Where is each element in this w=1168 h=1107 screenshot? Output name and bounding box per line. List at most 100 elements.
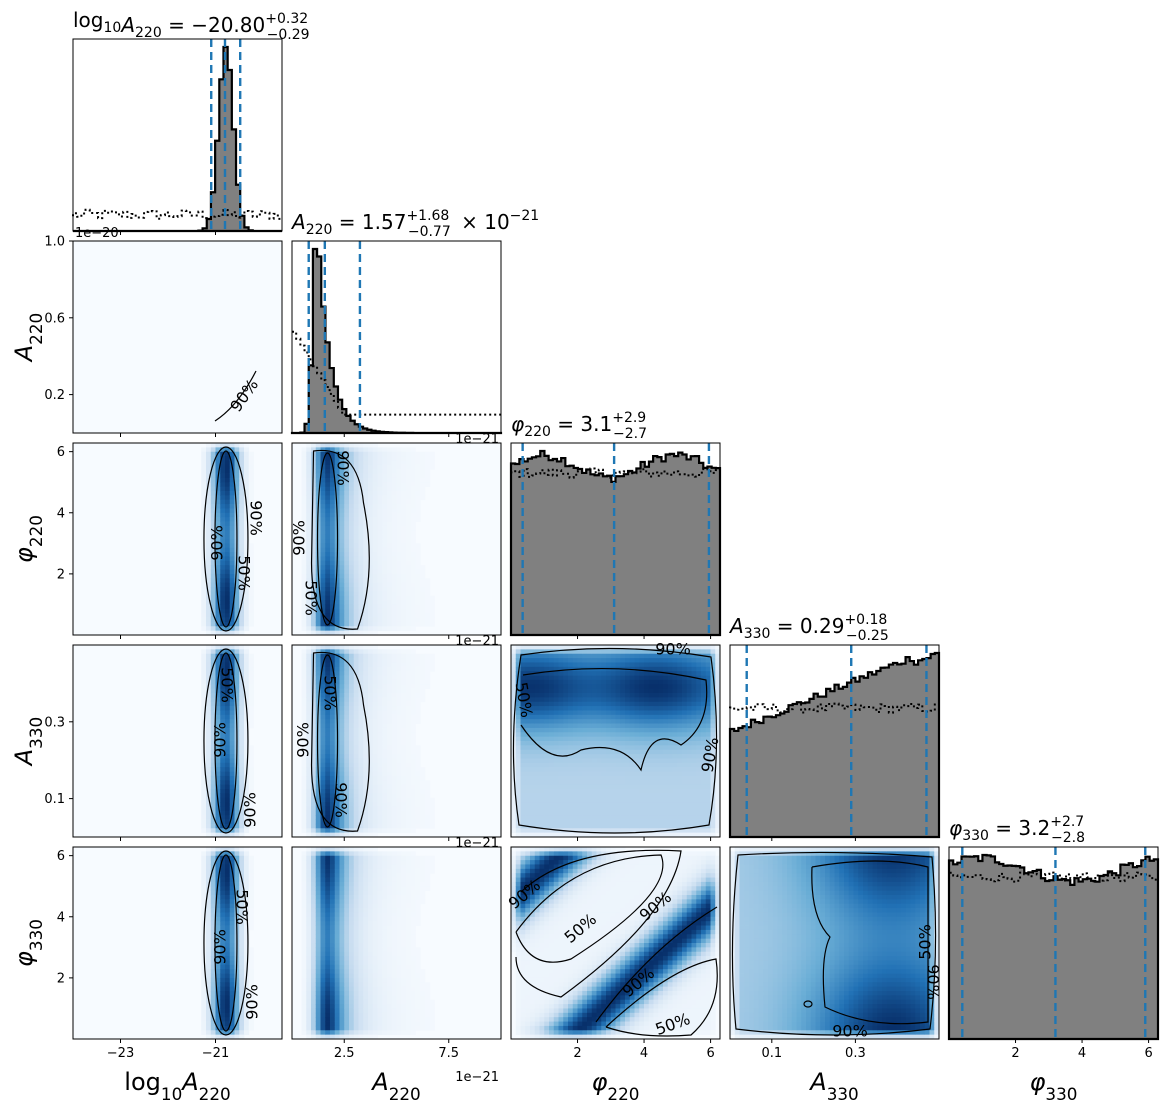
density-cell xyxy=(301,775,307,781)
density-cell xyxy=(582,789,588,794)
density-cell xyxy=(410,706,416,711)
density-cell xyxy=(353,565,359,570)
density-cell xyxy=(406,684,412,690)
density-cell xyxy=(396,784,402,790)
density-cell xyxy=(672,688,678,694)
density-cell xyxy=(368,621,374,627)
density-cell xyxy=(591,754,597,759)
density-cell xyxy=(572,775,578,781)
density-cell xyxy=(677,666,683,672)
density-cell xyxy=(596,767,602,772)
density-cell xyxy=(349,504,355,509)
density-cell xyxy=(363,604,369,610)
density-cell xyxy=(320,741,326,746)
density-cell xyxy=(391,530,397,536)
density-cell xyxy=(382,604,388,610)
density-cell xyxy=(396,578,402,584)
density-cell xyxy=(406,745,412,751)
density-cell xyxy=(344,521,350,527)
density-cell xyxy=(396,626,402,632)
density-cell xyxy=(520,810,526,816)
density-cell xyxy=(349,684,355,690)
density-cell xyxy=(248,582,254,588)
density-cell xyxy=(415,671,421,676)
density-cell xyxy=(349,443,355,448)
density-cell xyxy=(306,486,312,492)
density-cell xyxy=(239,539,245,544)
density-cell xyxy=(344,727,350,733)
density-cell xyxy=(229,736,235,742)
density-cell xyxy=(234,469,240,474)
density-cell xyxy=(201,600,207,605)
density-cell xyxy=(582,819,588,825)
density-cell xyxy=(229,797,235,803)
density-cell xyxy=(220,810,226,816)
density-cell xyxy=(644,741,650,746)
density-cell xyxy=(220,569,226,575)
density-cell xyxy=(349,693,355,698)
density-cell xyxy=(406,525,412,531)
density-cell xyxy=(206,789,212,794)
density-cell xyxy=(615,727,621,733)
density-cell xyxy=(311,569,317,575)
density-cell xyxy=(391,762,397,768)
density-cell xyxy=(210,626,216,632)
density-cell xyxy=(248,767,254,772)
density-cell xyxy=(334,819,340,825)
density-cell xyxy=(225,543,231,549)
density-cell xyxy=(325,539,331,544)
density-cell xyxy=(377,626,383,632)
density-cell xyxy=(629,806,635,812)
density-cell xyxy=(587,719,593,724)
density-cell xyxy=(410,806,416,812)
density-cell xyxy=(410,823,416,829)
density-cell xyxy=(677,706,683,711)
density-cell xyxy=(229,815,235,820)
density-cell xyxy=(553,832,559,838)
density-cell xyxy=(363,701,369,707)
density-cell xyxy=(391,679,397,685)
density-cell xyxy=(558,793,564,799)
density-cell xyxy=(339,456,345,461)
density-cell xyxy=(391,828,397,834)
density-cell xyxy=(210,806,216,812)
density-cell xyxy=(587,815,593,820)
density-cell xyxy=(429,464,435,470)
density-panel-phi220-A330 xyxy=(511,645,721,838)
density-cell xyxy=(229,508,235,514)
density-cell xyxy=(315,539,321,544)
density-cell xyxy=(301,486,307,492)
density-cell xyxy=(229,723,235,729)
density-cell xyxy=(210,451,216,457)
density-cell xyxy=(358,693,364,698)
density-cell xyxy=(363,539,369,544)
density-cell xyxy=(215,560,221,566)
density-cell xyxy=(229,543,235,549)
density-cell xyxy=(420,767,426,772)
density-cell xyxy=(401,666,407,672)
density-cell xyxy=(358,578,364,584)
density-cell xyxy=(206,560,212,566)
density-cell xyxy=(306,608,312,614)
density-cell xyxy=(520,714,526,720)
density-cell xyxy=(396,469,402,474)
density-cell xyxy=(206,741,212,746)
density-cell xyxy=(701,658,707,663)
density-cell xyxy=(401,573,407,579)
density-cell xyxy=(515,701,521,707)
density-cell xyxy=(410,662,416,668)
density-cell xyxy=(225,530,231,536)
density-cell xyxy=(563,736,569,742)
density-cell xyxy=(215,793,221,799)
density-cell xyxy=(615,793,621,799)
density-cell xyxy=(206,517,212,522)
density-cell xyxy=(410,741,416,746)
density-cell xyxy=(220,447,226,453)
density-cell xyxy=(215,626,221,632)
density-cell xyxy=(215,547,221,553)
density-cell xyxy=(572,727,578,733)
density-cell xyxy=(210,819,216,825)
density-cell xyxy=(339,469,345,474)
density-cell xyxy=(306,719,312,724)
density-cell xyxy=(539,706,545,711)
